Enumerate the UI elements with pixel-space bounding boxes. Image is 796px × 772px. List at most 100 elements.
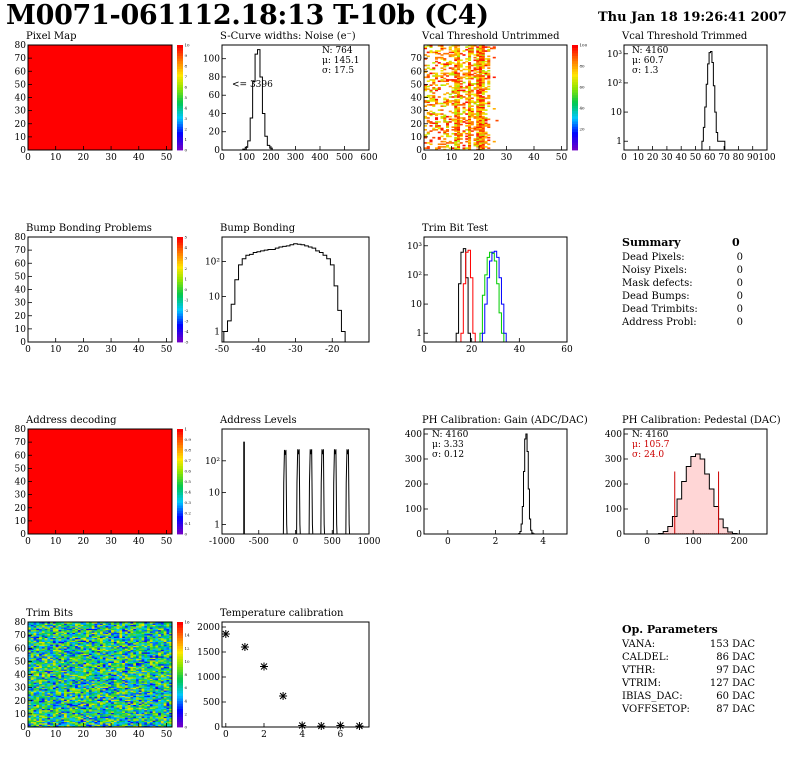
heatmap-cell <box>127 625 131 628</box>
y-tick-label: 60 <box>15 451 27 461</box>
heatmap-cell <box>33 637 37 640</box>
heatmap-cell <box>75 670 79 673</box>
heatmap-cell <box>141 716 145 719</box>
heatmap-cell <box>88 686 92 688</box>
heatmap-cell <box>50 698 54 700</box>
heatmap-cell <box>102 716 106 719</box>
heatmap-cell <box>127 686 131 688</box>
heatmap-cell <box>451 80 455 83</box>
heatmap-cell <box>83 653 87 656</box>
heatmap-cell <box>111 669 115 671</box>
heatmap-cell <box>88 652 92 654</box>
heatmap-cell <box>55 645 59 648</box>
heatmap-cell <box>484 97 488 100</box>
heatmap-cell <box>457 117 461 119</box>
heatmap-cell <box>58 717 62 720</box>
heatmap-cell <box>83 687 87 690</box>
heatmap-cell <box>141 725 145 728</box>
heatmap-cell <box>465 90 469 93</box>
heatmap-cell <box>102 723 106 725</box>
heatmap-cell <box>69 707 73 709</box>
heatmap-cell <box>61 648 65 650</box>
heatmap-cell <box>457 125 461 127</box>
heatmap-cell <box>44 713 48 716</box>
heatmap-cell <box>33 653 37 656</box>
heatmap-cell <box>64 670 68 673</box>
heatmap-cell <box>479 47 483 50</box>
plot-frame <box>623 428 768 535</box>
heatmap-cell <box>61 671 65 674</box>
heatmap-cell <box>144 654 148 657</box>
heatmap-cell <box>77 624 81 627</box>
heatmap-cell <box>440 72 444 75</box>
heatmap-cell <box>105 671 109 674</box>
heatmap-cell <box>39 666 43 669</box>
heatmap-cell <box>108 671 112 674</box>
heatmap-cell <box>138 677 142 679</box>
heatmap-cell <box>28 681 32 683</box>
heatmap-cell <box>457 147 461 149</box>
heatmap-cell <box>102 644 106 646</box>
heatmap-cell <box>69 662 73 665</box>
heatmap-cell <box>47 627 51 629</box>
heatmap-cell <box>66 703 70 705</box>
heatmap-cell <box>127 712 131 715</box>
heatmap-cell <box>75 644 79 646</box>
heatmap-cell <box>111 709 115 712</box>
heatmap-cell <box>116 665 120 667</box>
heatmap-cell <box>448 147 452 149</box>
heatmap-cell <box>102 645 106 648</box>
heatmap-cell <box>97 652 101 654</box>
heatmap-cell <box>86 691 90 694</box>
heatmap-cell <box>468 76 472 79</box>
heatmap-cell <box>94 673 98 675</box>
heatmap-cell <box>77 673 81 675</box>
heatmap-cell <box>94 643 98 645</box>
heatmap-cell <box>47 622 51 624</box>
heatmap-cell <box>80 656 84 658</box>
heatmap-cell <box>30 678 34 681</box>
heatmap-cell <box>36 662 40 665</box>
heatmap-cell <box>136 657 140 660</box>
heatmap-cell <box>83 712 87 715</box>
heatmap-cell <box>80 695 84 698</box>
heatmap-cell <box>122 675 126 678</box>
heatmap-cell <box>127 699 131 702</box>
heatmap-cell <box>144 622 148 624</box>
heatmap-cell <box>127 641 131 644</box>
heatmap-cell <box>52 623 56 625</box>
x-tick-label: 50 <box>690 153 702 163</box>
heatmap-cell <box>454 104 458 106</box>
heatmap-cell <box>47 724 51 726</box>
y-tick-label: 70 <box>15 246 27 256</box>
heatmap-cell <box>111 660 115 662</box>
heatmap-cell <box>44 628 48 631</box>
heatmap-cell <box>454 134 458 136</box>
heatmap-cell <box>473 75 477 77</box>
heatmap-cell <box>435 125 439 127</box>
heatmap-cell <box>75 707 79 709</box>
heatmap-cell <box>144 648 148 650</box>
heatmap-cell <box>86 692 90 695</box>
heatmap-cell <box>484 146 488 148</box>
heatmap-cell <box>484 109 488 111</box>
heatmap-cell <box>94 721 98 724</box>
heatmap-cell <box>454 110 458 113</box>
heatmap-cell <box>479 92 483 94</box>
heatmap-cell <box>468 54 472 56</box>
heatmap-cell <box>424 46 428 48</box>
heatmap-cell <box>113 720 117 723</box>
heatmap-cell <box>50 709 54 712</box>
heatmap-cell <box>100 683 104 686</box>
heatmap-cell <box>443 148 447 151</box>
heatmap-cell <box>94 628 98 631</box>
heatmap-cell <box>111 696 115 699</box>
colorbar-segment <box>572 97 578 101</box>
colorbar-segment <box>177 50 183 54</box>
heatmap-cell <box>119 665 123 667</box>
heatmap-cell <box>58 704 62 707</box>
heatmap-cell <box>66 691 70 694</box>
heatmap-cell <box>144 706 148 708</box>
heatmap-cell <box>119 622 123 624</box>
heatmap-cell <box>30 643 34 645</box>
